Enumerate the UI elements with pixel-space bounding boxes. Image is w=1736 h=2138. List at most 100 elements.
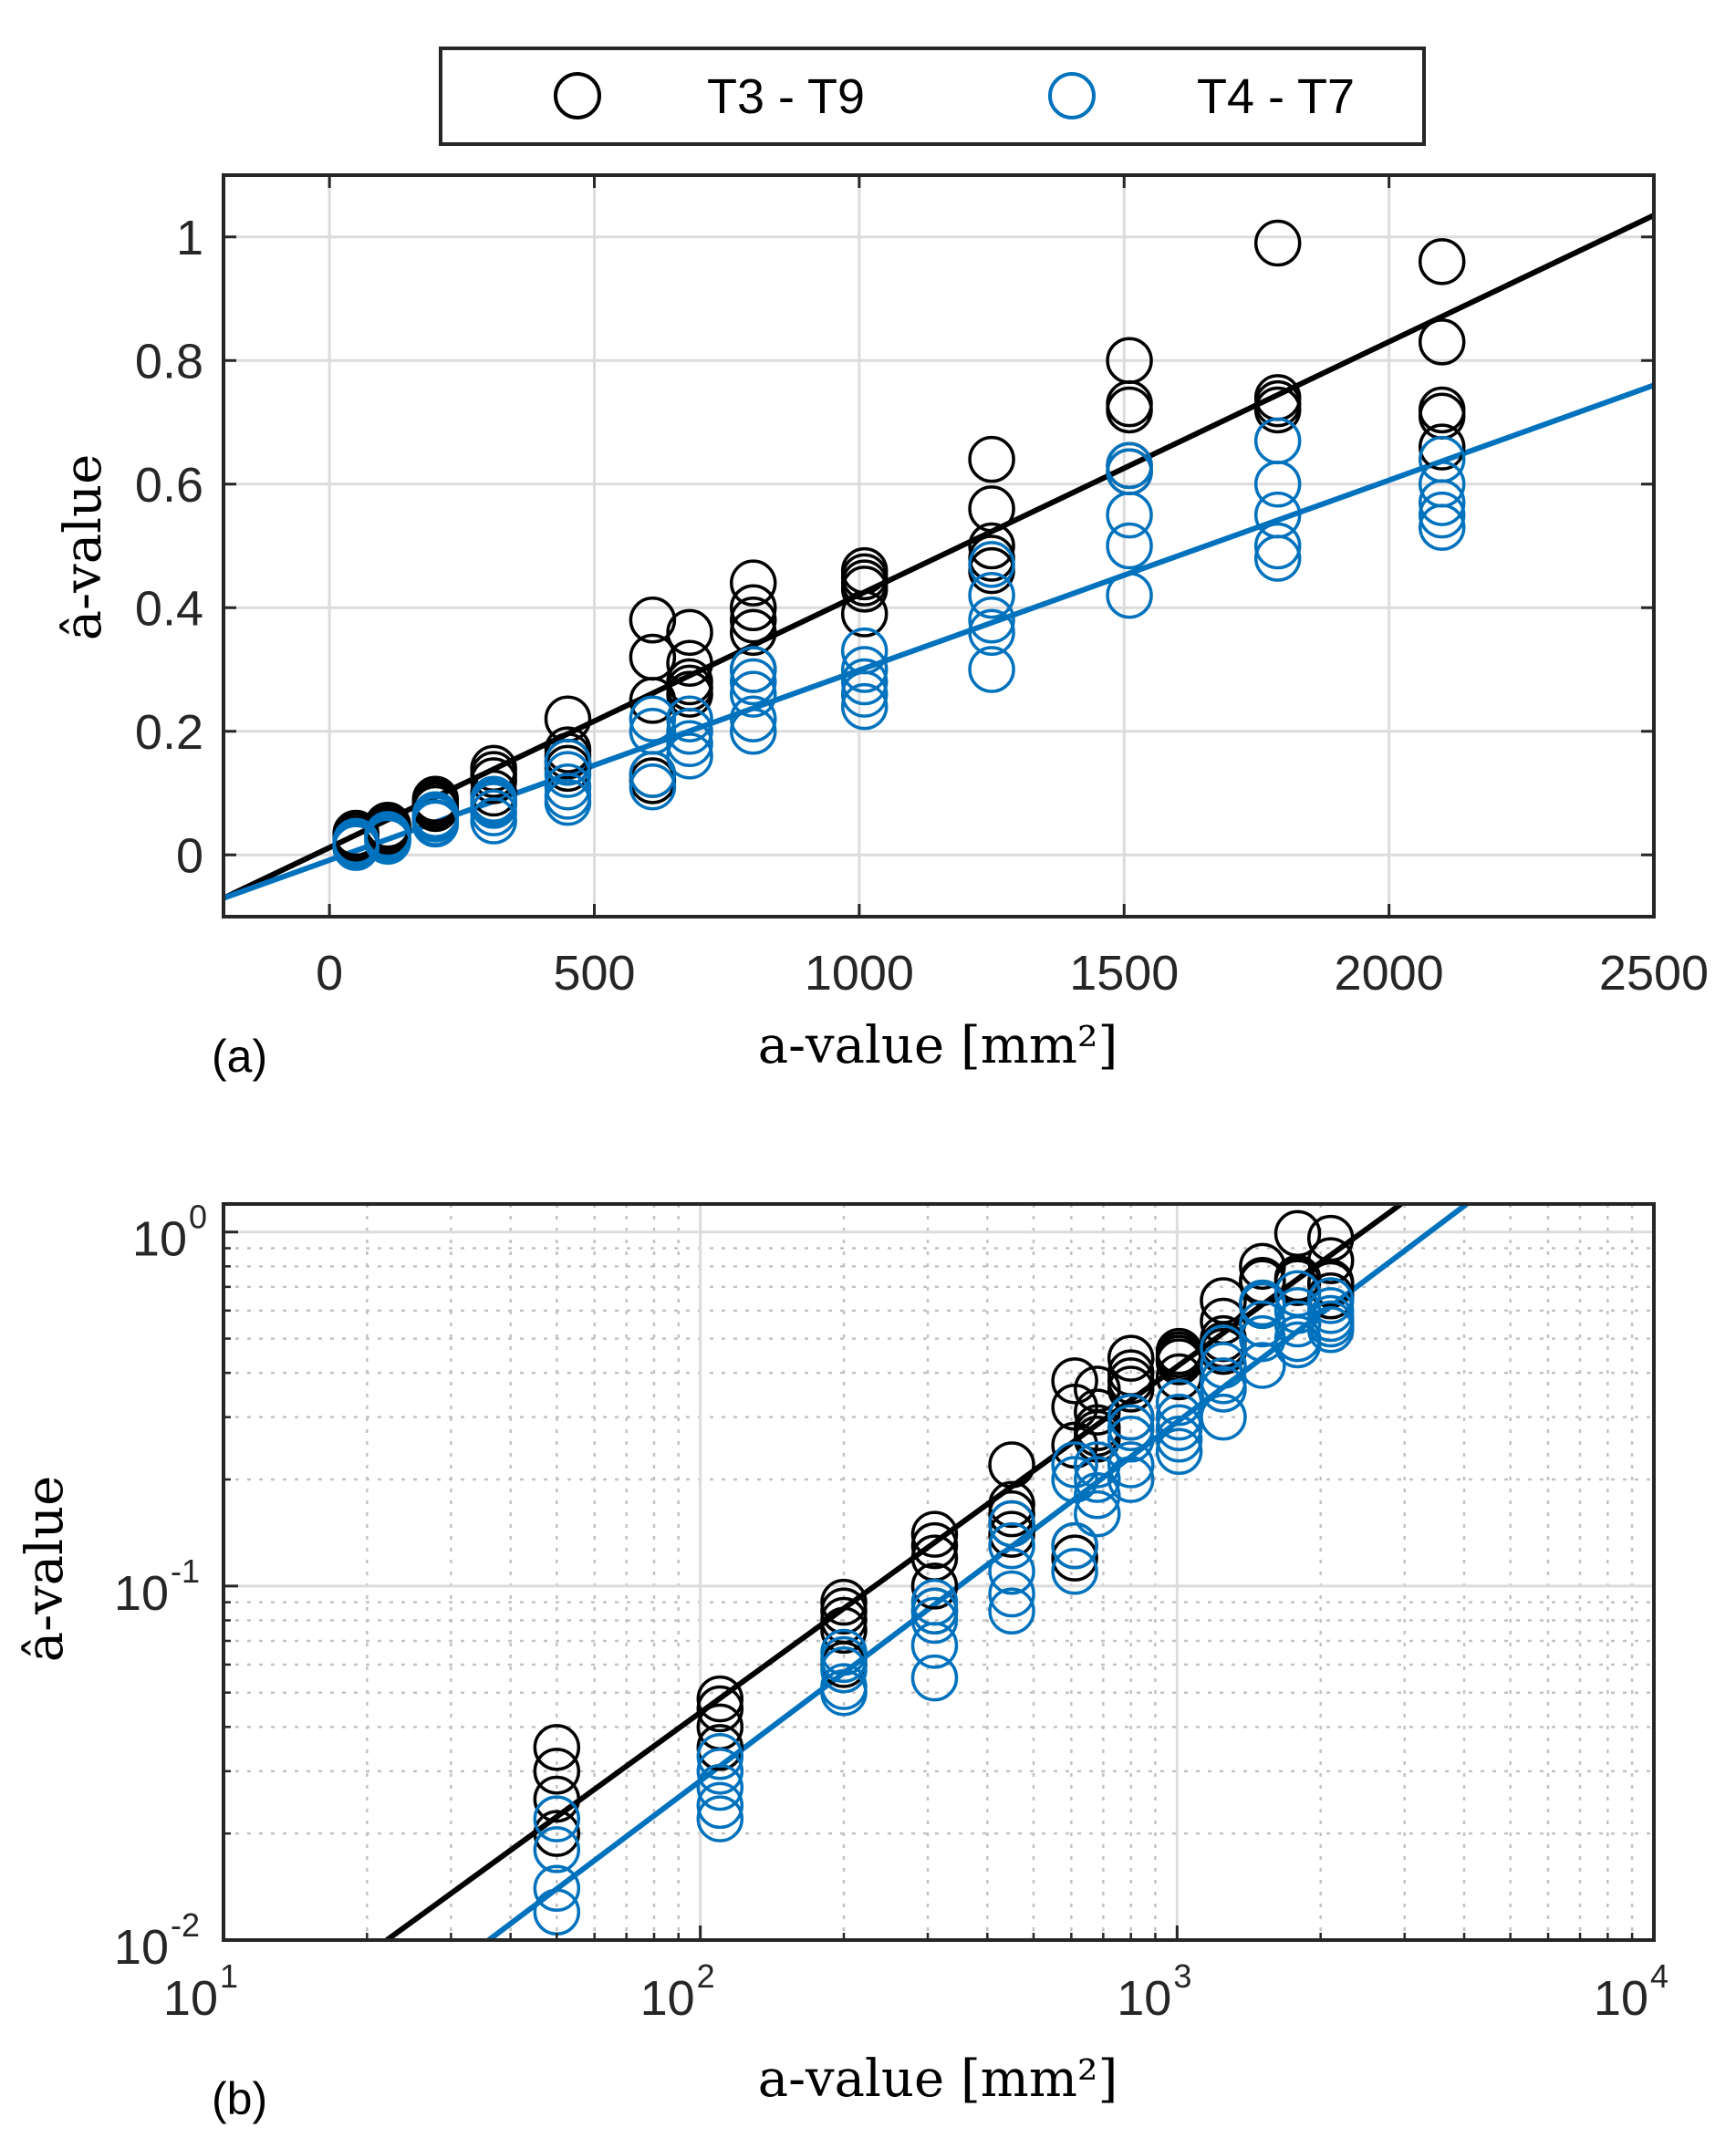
panel-b-point-t4-t7 <box>1051 1521 1098 1570</box>
panel-a-point-t3-t9 <box>729 597 777 644</box>
panel-b-point-t4-t7 <box>1273 1321 1322 1369</box>
panel-a-point-t4-t7 <box>364 817 411 866</box>
panel-b-point-t4-t7 <box>1273 1300 1322 1348</box>
panel-a-point-t3-t9 <box>1418 318 1466 366</box>
panel-b-point-t4-t7 <box>1051 1548 1098 1595</box>
panel-b-point-t3-t9 <box>820 1578 868 1626</box>
panel-b-point-t4-t7 <box>1074 1441 1121 1489</box>
panel-a-point-t4-t7 <box>1418 503 1466 551</box>
panel-a-point-t4-t7 <box>1253 461 1302 508</box>
panel-a-point-t3-t9 <box>968 522 1015 570</box>
panel-b-point-t3-t9 <box>1306 1237 1355 1284</box>
panel-a: 0 500 1000 1500 2000 2500 0 0.2 0.4 0.6 0.8 1 a-va… <box>54 173 1709 1082</box>
panel-b-y-tick-label-base: 10 <box>114 1566 169 1621</box>
panel-a-point-t4-t7 <box>729 695 777 742</box>
panel-b-y-tick-label: 10 -1 <box>114 1552 200 1621</box>
panel-a-y-tick-label: 0 <box>176 828 203 883</box>
panel-a-gridlines <box>223 175 1656 917</box>
panel-a-point-t3-t9 <box>470 757 517 804</box>
panel-b-x-tick-label-exponent: 3 <box>1173 1957 1191 1995</box>
panel-b-point-t4-t7 <box>696 1763 744 1811</box>
panel-a-x-tick-label: 1500 <box>1069 946 1179 1001</box>
panel-b-point-t4-t7 <box>533 1826 581 1873</box>
panel-b-point-t3-t9 <box>696 1724 744 1771</box>
panel-a-point-t4-t7 <box>1106 491 1153 539</box>
panel-b-point-t4-t7 <box>1051 1441 1098 1489</box>
panel-b-point-t4-t7 <box>1074 1472 1121 1520</box>
panel-a-point-t4-t7 <box>666 695 713 742</box>
panel-b-point-t4-t7 <box>1200 1365 1247 1413</box>
panel-b-ticks <box>222 1230 1656 1942</box>
panel-a-fit-line-t3-t9 <box>222 213 1656 901</box>
panel-a-point-t3-t9 <box>968 485 1015 533</box>
panel-b-point-t4-t7 <box>1155 1378 1203 1427</box>
legend-marker-t4-t7 <box>1048 72 1096 119</box>
panel-b-x-tick-label-base: 10 <box>640 1971 695 2026</box>
panel-b-point-t3-t9 <box>696 1675 744 1723</box>
panel-b-y-axis-label: â-value <box>16 1476 75 1662</box>
panel-a-y-tick-labels: 0 0.2 0.4 0.6 0.8 1 <box>135 211 203 884</box>
panel-a-point-t4-t7 <box>629 695 677 742</box>
panel-b-point-t4-t7 <box>910 1596 959 1645</box>
panel-a-point-t4-t7 <box>968 608 1015 657</box>
panel-a-point-t4-t7 <box>1253 522 1302 570</box>
panel-b-point-t4-t7 <box>1306 1277 1355 1324</box>
panel-b-point-t3-t9 <box>1107 1365 1155 1413</box>
panel-a-point-t4-t7 <box>666 720 713 768</box>
panel-b-point-t4-t7 <box>1074 1489 1121 1538</box>
panel-a-point-t3-t9 <box>729 608 777 657</box>
panel-a-point-t4-t7 <box>840 658 889 706</box>
panel-a-label: (a) <box>212 1031 267 1082</box>
panel-b-y-tick-label-base: 10 <box>114 1920 169 1975</box>
panel-b-points <box>533 1209 1355 1936</box>
panel-a-fit-lines <box>222 213 1656 901</box>
panel-a-x-tick-label: 0 <box>316 946 343 1001</box>
panel-a-y-tick-label: 0.4 <box>135 581 203 636</box>
legend-label-t4-t7: T4 - T7 <box>1197 69 1355 124</box>
panel-b-y-tick-label: 10 -2 <box>114 1906 200 1975</box>
panel-b-point-t4-t7 <box>1306 1306 1355 1354</box>
panel-b-x-tick-label: 10 1 <box>163 1957 238 2026</box>
panel-a-point-t4-t7 <box>729 658 777 706</box>
panel-b-y-tick-label: 10 0 <box>132 1199 207 1267</box>
panel-b-axes-box <box>222 1202 1656 1942</box>
panel-b-point-t4-t7 <box>1239 1342 1286 1389</box>
panel-b-point-t4-t7 <box>696 1781 744 1830</box>
panel-a-x-axis-label: a-value [mm²] <box>758 1016 1118 1075</box>
panel-a-point-t4-t7 <box>666 732 713 780</box>
panel-b-point-t4-t7 <box>1107 1393 1155 1441</box>
panel-b-x-tick-labels: 10 1 10 2 10 3 10 4 <box>163 1957 1668 2026</box>
panel-b-point-t4-t7 <box>1107 1441 1155 1489</box>
panel-b-point-t3-t9 <box>1239 1259 1286 1306</box>
panel-b-point-t4-t7 <box>910 1654 959 1702</box>
panel-b-point-t4-t7 <box>696 1748 744 1795</box>
panel-b-point-t3-t9 <box>988 1510 1035 1558</box>
panel-a-point-t4-t7 <box>1253 534 1302 582</box>
panel-a-point-t4-t7 <box>332 824 379 871</box>
panel-a-points <box>332 219 1466 871</box>
panel-a-point-t3-t9 <box>840 590 889 638</box>
panel-a-x-tick-label: 2000 <box>1335 946 1444 1001</box>
panel-b-point-t4-t7 <box>1200 1342 1247 1389</box>
panel-b-y-tick-label-exponent: -1 <box>171 1552 200 1590</box>
panel-b-point-t4-t7 <box>910 1622 959 1669</box>
panel-a-x-tick-label: 1000 <box>805 946 914 1001</box>
panel-b-point-t3-t9 <box>696 1685 744 1733</box>
panel-a-point-t4-t7 <box>968 541 1015 588</box>
panel-b-point-t3-t9 <box>1051 1357 1098 1405</box>
panel-b-point-t4-t7 <box>533 1795 581 1842</box>
panel-b-x-axis-label: a-value [mm²] <box>758 2050 1118 2109</box>
panel-b-y-tick-label-base: 10 <box>132 1212 187 1267</box>
panel-b-point-t4-t7 <box>1155 1427 1203 1476</box>
panel-b-x-tick-label: 10 4 <box>1594 1957 1668 2026</box>
panel-b-point-t4-t7 <box>910 1587 959 1635</box>
panel-b-label: (b) <box>212 2073 267 2124</box>
panel-b-x-tick-label: 10 3 <box>1117 1957 1191 2026</box>
panel-b-point-t3-t9 <box>533 1810 581 1857</box>
panel-b-gridlines <box>222 1204 1656 1942</box>
panel-b-point-t3-t9 <box>1074 1388 1121 1436</box>
panel-a-point-t3-t9 <box>1418 238 1466 285</box>
panel-a-point-t3-t9 <box>1253 219 1302 267</box>
panel-a-point-t3-t9 <box>666 608 713 657</box>
